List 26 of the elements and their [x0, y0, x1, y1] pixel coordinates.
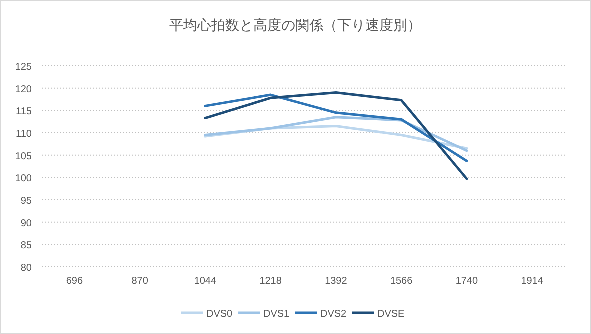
y-tick-label: 85 — [20, 240, 32, 252]
x-tick-label: 1914 — [521, 276, 544, 287]
x-tick-label: 1218 — [260, 276, 282, 287]
y-tick-label: 125 — [15, 62, 32, 73]
y-tick-label: 120 — [15, 84, 32, 96]
y-tick-label: 80 — [20, 263, 32, 274]
y-tick-label: 105 — [15, 151, 32, 162]
x-tick-label: 1566 — [390, 276, 414, 287]
x-tick-label: 870 — [132, 276, 149, 287]
y-tick-label: 95 — [20, 196, 32, 207]
x-tick-label: 1740 — [456, 276, 478, 287]
line-series — [204, 94, 468, 162]
y-tick-label: 115 — [16, 106, 32, 118]
legend-label: DVS2 — [320, 309, 348, 320]
legend-label: DVSE — [378, 309, 406, 320]
legend-label: DVS1 — [264, 309, 290, 320]
x-tick-label: 1044 — [194, 276, 217, 287]
line-series — [204, 92, 468, 180]
x-tick-label: 696 — [66, 276, 84, 287]
y-tick-label: 110 — [16, 129, 32, 140]
legend-label: DVS0 — [206, 309, 234, 320]
y-tick-label: 90 — [20, 218, 32, 230]
line-series — [204, 116, 468, 152]
y-tick-label: 100 — [15, 174, 32, 185]
chart-title: 平均心拍数と高度の関係（下り速度別） — [170, 18, 422, 34]
x-tick-label: 1392 — [325, 276, 348, 287]
